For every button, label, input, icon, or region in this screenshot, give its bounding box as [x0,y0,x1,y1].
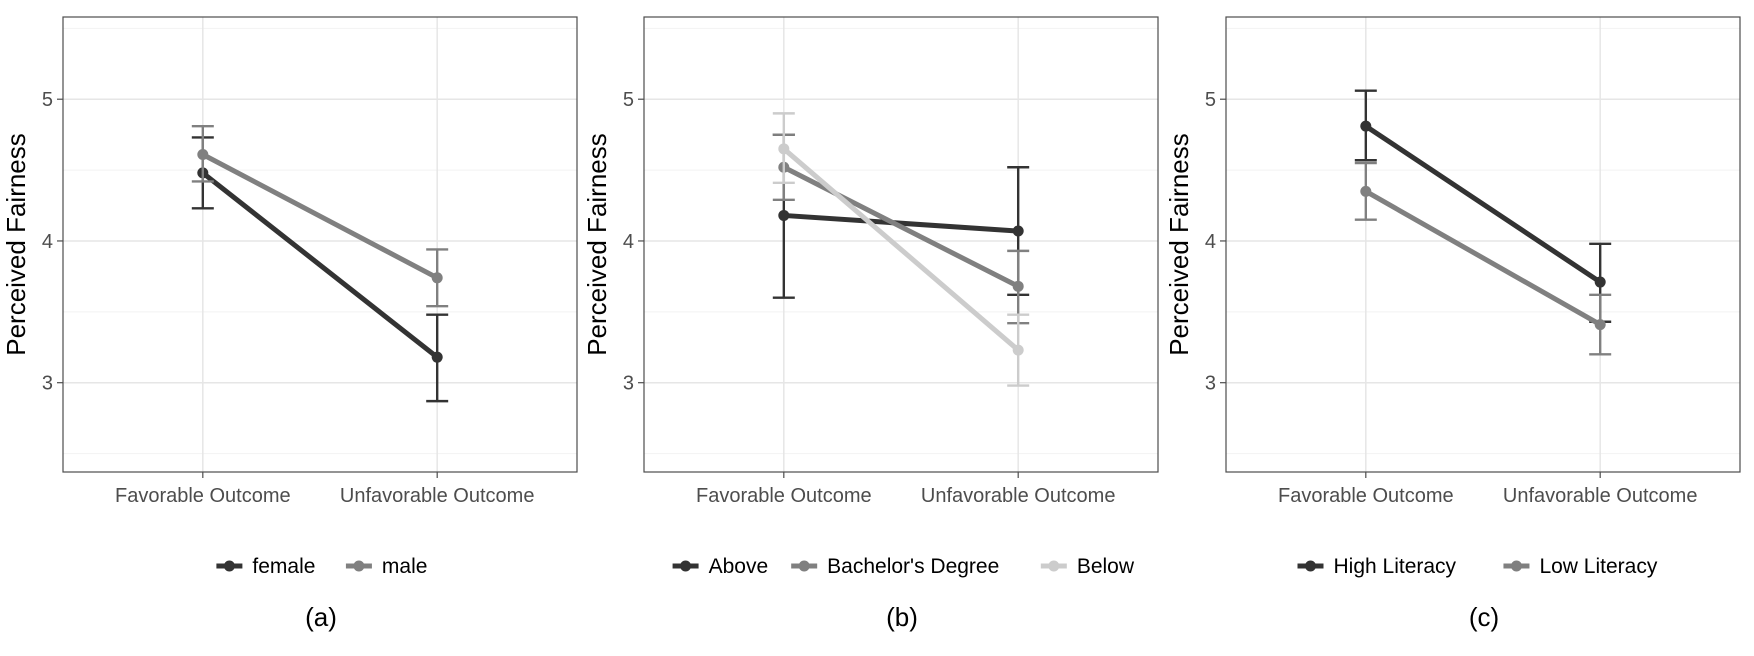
series-line [781,212,1021,234]
data-point [1012,225,1024,237]
series-low-literacy [1354,161,1612,356]
series-line [1363,188,1603,328]
x-tick-label: Favorable Outcome [115,485,291,507]
y-tick-label: 4 [623,231,634,253]
legend-key-point [223,560,235,572]
legend-label: Above [709,555,769,578]
legend-item: Above [672,555,769,578]
series-line [200,170,440,360]
y-axis-title: Perceived Fairness [1164,133,1194,356]
panel-border [62,16,578,473]
x-tick-label: Unfavorable Outcome [921,485,1116,507]
panel-caption: (a) [305,602,337,632]
y-tick-label: 4 [1205,231,1216,253]
legend-key-point [680,560,692,572]
legend-item: Low Literacy [1503,555,1658,578]
legend-key-point [798,560,810,572]
series-line [781,146,1021,353]
series-female [191,136,449,403]
chart-panel-2: 3 4 5 Favorable Outcome Unfavorable Outcome P… [582,16,1159,632]
chart-panel-1: 3 4 5 Favorable Outcome Unfavorable Outcome P… [1,16,578,632]
legend-key-point [353,560,365,572]
legend: Above Bachelor's Degree Below [672,555,1135,578]
legend-label: Bachelor's Degree [827,555,999,578]
y-tick-label: 3 [42,373,53,395]
series-line [200,151,440,281]
data-point [197,148,209,160]
legend-label: Below [1077,555,1135,578]
y-tick-label: 4 [42,231,53,253]
y-tick-label: 5 [1205,89,1216,111]
series-male [191,124,449,308]
data-point [778,143,790,155]
legend-item: Bachelor's Degree [791,555,999,578]
panel-caption: (b) [886,602,918,632]
panel-border [643,16,1159,473]
y-tick-label: 5 [623,89,634,111]
series-below [772,112,1030,387]
x-tick-label: Favorable Outcome [696,485,872,507]
y-axis-title: Perceived Fairness [1,133,31,356]
x-tick-label: Unfavorable Outcome [340,485,535,507]
legend-item: male [345,555,428,578]
panel-caption: (c) [1469,602,1499,632]
data-point [1012,280,1024,292]
panel-border [1225,16,1741,473]
panel-background [1226,17,1740,472]
data-point [1594,319,1606,331]
data-point [431,351,443,363]
series-line [781,164,1021,289]
y-tick-label: 5 [42,89,53,111]
data-point [1594,276,1606,288]
legend-label: female [252,555,315,578]
x-tick-label: Favorable Outcome [1278,485,1454,507]
panel-background [644,17,1158,472]
y-axis-title: Perceived Fairness [582,133,612,356]
legend: High Literacy Low Literacy [1297,555,1658,578]
data-point [1360,120,1372,132]
y-tick-label: 3 [623,373,634,395]
y-tick-label: 3 [1205,373,1216,395]
data-point [431,272,443,284]
legend-key-point [1510,560,1522,572]
legend-key-point [1305,560,1316,572]
data-point [1012,344,1024,356]
panel-background [63,17,577,472]
series-line [1363,123,1603,285]
legend: female male [216,555,427,578]
legend-item: High Literacy [1297,555,1457,578]
data-point [1360,185,1372,197]
data-point [778,209,790,221]
legend-label: Low Literacy [1539,555,1657,578]
x-tick-label: Unfavorable Outcome [1503,485,1698,507]
legend-item: Below [1040,555,1135,578]
legend-key-point [1048,560,1060,572]
chart-panel-3: 3 4 5 Favorable Outcome Unfavorable Outcome P… [1164,16,1741,632]
legend-label: male [382,555,428,578]
legend-label: High Literacy [1334,555,1457,578]
legend-item: female [216,555,315,578]
